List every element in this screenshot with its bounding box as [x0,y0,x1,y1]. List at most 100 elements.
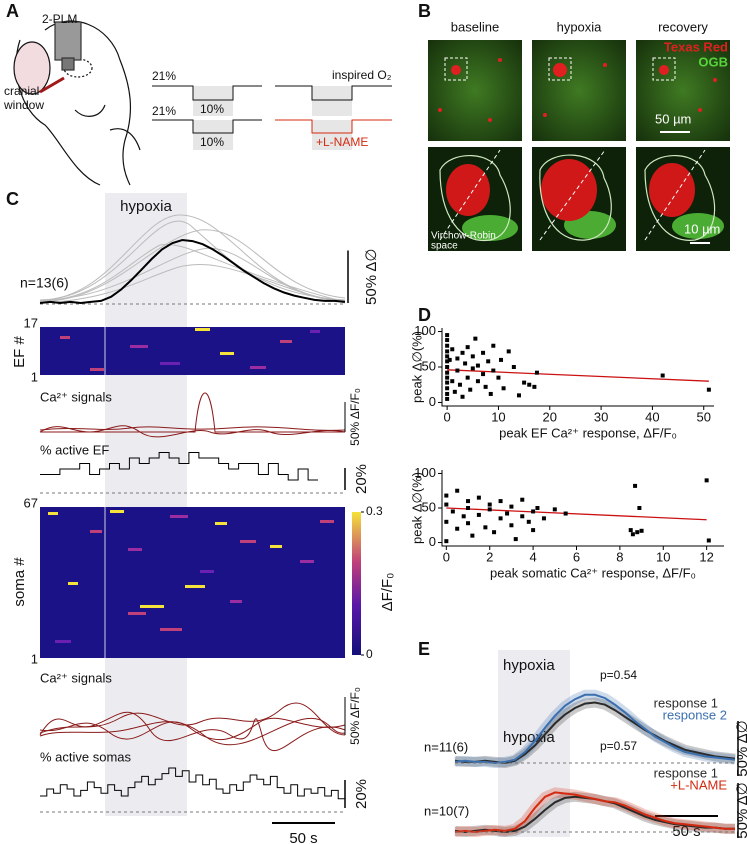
panel-label: C [6,189,19,209]
x-tick-label: 12 [699,549,713,564]
point [445,375,450,380]
label: 2-PLM [42,12,77,26]
panel-label: B [418,1,431,21]
point [445,343,450,348]
point [460,350,465,355]
label: 10% [200,135,224,149]
point [487,502,492,507]
heatmap-events [60,328,320,371]
point [466,506,471,510]
step-trace [40,452,318,481]
label: baseline [451,19,499,34]
value-scale-label: 50% Δ∅ [734,720,747,776]
point [444,519,449,524]
label: % active EF [40,442,109,457]
point [633,483,638,488]
point [481,372,486,377]
y-tick-label: 100 [414,465,436,480]
panel-label: E [418,639,430,659]
label: Ca²⁺ signals [40,389,112,404]
label: recovery [658,19,708,34]
y-tick-label: 0 [429,394,436,409]
point [492,530,497,535]
point [491,343,496,348]
label: 50% ΔF/F₀ [348,687,362,745]
label: window [3,98,44,112]
o2-protocol [152,85,392,150]
n-label: n=10(7) [424,803,469,818]
time-scale-label: 50 s [289,830,317,844]
point [488,391,493,396]
point [450,347,455,352]
point [630,532,635,537]
point [487,507,492,512]
heatmap [40,507,345,658]
heatmap [40,327,345,375]
mean-trace [454,791,735,834]
point [522,380,527,385]
x-axis-label: peak somatic Ca²⁺ response, ΔF/F₀ [490,565,696,580]
mean-trace [39,238,346,305]
x-tick-label: 50 [697,409,711,424]
legend-label: +L-NAME [670,777,727,792]
point [498,499,503,504]
point [491,368,496,373]
label: OGB [698,54,728,69]
point [470,533,475,538]
point [496,375,501,380]
label: hypoxia [120,198,172,215]
point [534,370,539,375]
point [463,361,468,366]
x-tick-label: 10 [656,549,670,564]
point [455,488,460,493]
point [466,499,471,504]
legend-label: response 1 [654,765,718,780]
point [552,507,557,512]
point [520,514,525,519]
point [445,370,450,375]
point [444,539,449,544]
colorbar-tick-label: 0.3 [366,504,383,518]
point [501,386,506,391]
x-axis-label: peak EF Ca²⁺ response, ΔF/F₀ [499,425,677,440]
point [704,478,709,483]
x-tick-label: 30 [594,409,608,424]
point [468,387,473,392]
value-scale-label: 50% Δ∅ [363,249,380,305]
label: 67 [24,495,38,510]
single-traces [39,214,346,304]
point [531,509,536,514]
label: Ca²⁺ signals [40,670,112,685]
panel-label: D [418,305,431,325]
point [563,511,568,516]
point [461,514,466,519]
x-tick-label: 4 [529,549,536,564]
label: hypoxia [503,657,555,674]
x-tick-label: 6 [573,549,580,564]
point [445,354,450,359]
y-tick-label: 0 [429,534,436,549]
point [475,363,480,368]
y-axis-label: peak Δ∅(%) [409,472,424,544]
colorbar [352,512,361,655]
step-trace [40,767,345,800]
x-tick-label: 20 [543,409,557,424]
legend-label: response 2 [663,707,727,722]
colorbar-tick-label: 0 [366,647,373,661]
point [445,391,450,396]
point [445,349,450,354]
point [483,525,488,530]
micrographs [428,40,730,251]
panel-label: A [6,1,19,21]
label: 17 [24,315,38,330]
ca-traces [39,702,346,752]
point [505,511,510,516]
point [639,528,644,533]
point [447,357,452,362]
point [465,375,470,380]
label: +L-NAME [316,135,368,149]
label: 1 [31,651,38,666]
point [498,516,503,521]
label: hypoxia [503,729,555,746]
x-tick-label: 10 [491,409,505,424]
